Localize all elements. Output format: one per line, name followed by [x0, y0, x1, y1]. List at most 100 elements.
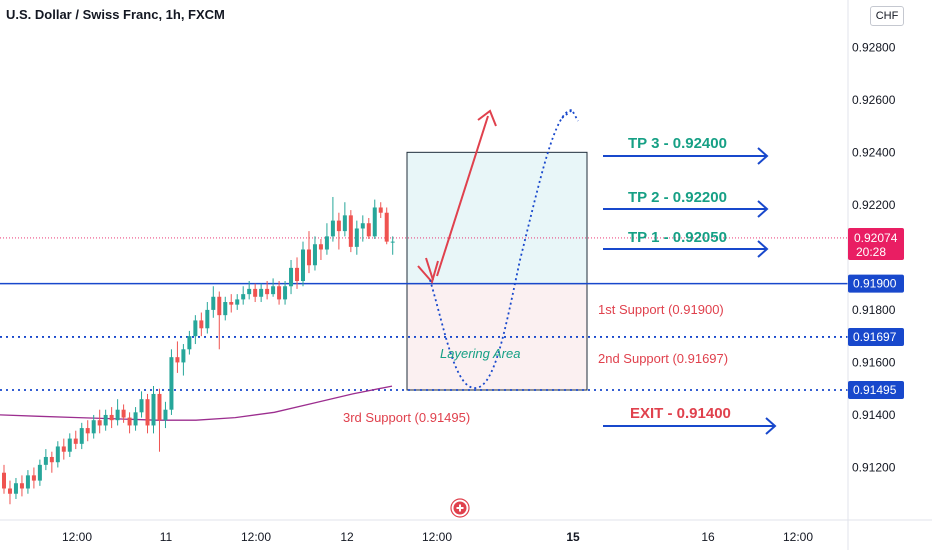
candle[interactable] — [336, 212, 341, 250]
candle[interactable] — [175, 341, 180, 373]
dotted-scenario-arrowhead — [561, 108, 579, 122]
tp2-arrow-arrowhead — [757, 200, 769, 218]
target-zone-box[interactable] — [406, 151, 588, 285]
candle[interactable] — [181, 344, 186, 376]
candle[interactable] — [133, 407, 138, 431]
candle[interactable] — [187, 330, 192, 355]
candle-body — [109, 414, 114, 421]
annotation-layer: TP 3 - 0.92400 TP 2 - 0.92200 TP 1 - 0.920… — [343, 135, 731, 518]
tp2-label: TP 2 - 0.92200 — [628, 189, 727, 206]
candle[interactable] — [241, 286, 246, 305]
candle-body — [49, 456, 54, 463]
candle[interactable] — [169, 349, 174, 415]
candle[interactable] — [277, 281, 282, 305]
currency-button[interactable]: CHF — [870, 6, 904, 26]
candle[interactable] — [151, 386, 156, 434]
candle[interactable] — [91, 414, 96, 439]
candle[interactable] — [318, 238, 323, 260]
y-tick-label: 0.92800 — [852, 40, 896, 54]
candle-body — [193, 320, 198, 337]
candle[interactable] — [378, 202, 383, 218]
add-plus-icon[interactable] — [450, 498, 470, 518]
support-2-price-tag: 0.91697 — [853, 330, 897, 344]
y-tick-label: 0.91600 — [852, 355, 896, 369]
candle[interactable] — [121, 404, 126, 423]
candle[interactable] — [163, 401, 168, 429]
candle[interactable] — [7, 480, 12, 505]
candle[interactable] — [31, 467, 36, 489]
candle[interactable] — [265, 281, 270, 300]
candle-body — [97, 420, 102, 426]
candle[interactable] — [115, 399, 120, 426]
candle-body — [360, 223, 365, 229]
candle-body — [55, 446, 60, 463]
candle[interactable] — [271, 278, 276, 297]
candle[interactable] — [247, 281, 252, 300]
candle[interactable] — [139, 391, 144, 418]
candle[interactable] — [289, 260, 294, 295]
candle-body — [384, 212, 389, 242]
candle[interactable] — [67, 433, 72, 457]
candle[interactable] — [229, 294, 234, 313]
candle-body — [372, 207, 377, 237]
candle[interactable] — [295, 257, 300, 289]
last-price-tag-bg — [848, 227, 904, 260]
candle[interactable] — [330, 196, 335, 242]
candle[interactable] — [2, 464, 6, 494]
candle[interactable] — [43, 449, 48, 471]
candle-body — [229, 302, 234, 305]
candle[interactable] — [259, 283, 264, 303]
candle[interactable] — [13, 477, 18, 499]
y-tick-label: 0.91800 — [852, 303, 896, 317]
candle[interactable] — [103, 409, 108, 431]
candle[interactable] — [145, 393, 150, 434]
candle-body — [271, 286, 276, 295]
candle[interactable] — [235, 294, 240, 310]
candle[interactable] — [384, 207, 389, 245]
layering-zone-box[interactable] — [406, 283, 588, 391]
price-axis: 0.92800 0.92600 0.92400 0.92200 0.91800 0.916… — [847, 0, 904, 550]
candle[interactable] — [217, 291, 222, 350]
candle[interactable] — [97, 409, 102, 434]
candle[interactable] — [109, 407, 114, 429]
candle[interactable] — [211, 286, 216, 318]
candle[interactable] — [324, 223, 329, 255]
candle-body — [211, 296, 216, 310]
y-tick-label: 0.92600 — [852, 93, 896, 107]
candle[interactable] — [223, 296, 228, 321]
candle[interactable] — [348, 210, 353, 253]
candle[interactable] — [193, 315, 198, 345]
candle[interactable] — [37, 459, 42, 486]
candle[interactable] — [199, 312, 204, 337]
candle[interactable] — [25, 470, 30, 494]
candle[interactable] — [312, 236, 317, 271]
candle-body — [301, 249, 305, 282]
x-tick-label: 12:00 — [62, 530, 92, 544]
candle[interactable] — [85, 420, 90, 442]
dotted-scenario-path — [429, 109, 573, 389]
candle[interactable] — [253, 283, 258, 303]
candle[interactable] — [127, 412, 132, 434]
candle[interactable] — [372, 199, 377, 239]
candle[interactable] — [306, 231, 311, 274]
candle-body — [330, 220, 335, 237]
candle[interactable] — [49, 451, 54, 473]
candle[interactable] — [73, 430, 78, 450]
candle[interactable] — [19, 475, 24, 497]
candle[interactable] — [205, 302, 210, 334]
candle[interactable] — [360, 215, 365, 242]
candle[interactable] — [342, 202, 347, 237]
candle[interactable] — [157, 388, 162, 452]
candle[interactable] — [390, 236, 395, 255]
last-price-tag: 0.92074 — [854, 231, 898, 245]
candle[interactable] — [79, 422, 84, 450]
x-tick-label: 12:00 — [241, 530, 271, 544]
candle[interactable] — [283, 281, 288, 305]
candle[interactable] — [55, 441, 60, 468]
candle[interactable] — [61, 438, 66, 460]
candle[interactable] — [301, 241, 305, 287]
candle[interactable] — [354, 220, 359, 255]
candle[interactable] — [366, 217, 371, 239]
